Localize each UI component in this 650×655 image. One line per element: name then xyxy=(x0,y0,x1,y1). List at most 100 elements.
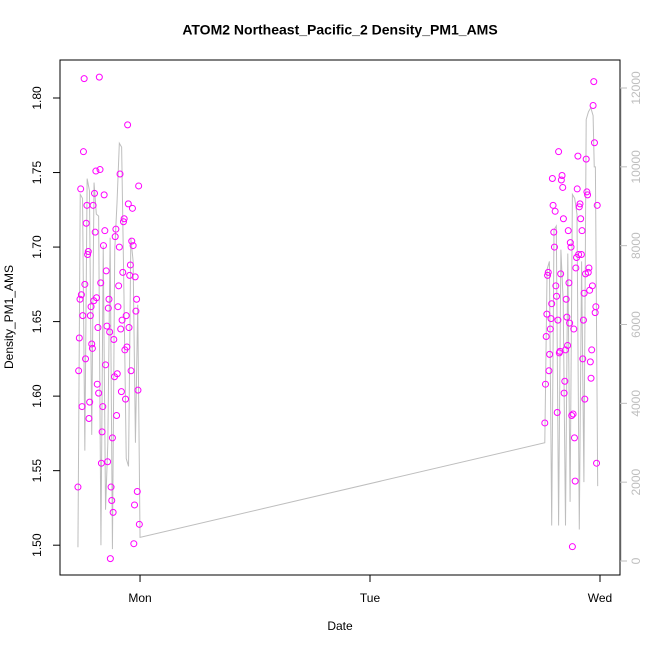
point xyxy=(86,312,94,320)
point xyxy=(542,333,550,341)
point xyxy=(116,170,124,178)
point xyxy=(106,328,114,336)
y-tick-label: 1.60 xyxy=(30,384,44,408)
y2-tick-label: 6000 xyxy=(629,311,643,338)
point xyxy=(125,324,133,332)
point xyxy=(559,183,567,191)
point xyxy=(549,201,557,209)
point xyxy=(113,370,121,378)
point xyxy=(580,289,588,297)
point xyxy=(98,428,106,436)
point xyxy=(570,434,578,442)
y-tick-label: 1.70 xyxy=(30,235,44,259)
y-tick-label: 1.55 xyxy=(30,459,44,483)
point xyxy=(110,335,118,343)
x-tick-label: Wed xyxy=(588,591,612,605)
point xyxy=(101,227,109,235)
point xyxy=(550,228,558,236)
point xyxy=(585,264,593,272)
point xyxy=(592,303,600,311)
point xyxy=(546,350,554,358)
point xyxy=(89,201,97,209)
point xyxy=(115,243,123,251)
point xyxy=(572,264,580,272)
point xyxy=(78,403,86,411)
chart-title: ATOM2 Northeast_Pacific_2 Density_PM1_AM… xyxy=(182,22,497,38)
point xyxy=(555,148,563,156)
point xyxy=(593,201,601,209)
point xyxy=(541,380,549,388)
point xyxy=(119,268,127,276)
point xyxy=(99,403,107,411)
point xyxy=(586,286,594,294)
y-tick-label: 1.50 xyxy=(30,533,44,557)
line xyxy=(77,106,599,550)
point xyxy=(588,346,596,354)
point xyxy=(129,242,137,250)
point xyxy=(579,316,587,324)
point xyxy=(590,139,598,147)
point xyxy=(570,325,578,333)
point xyxy=(104,304,112,312)
point xyxy=(77,185,85,193)
y2-tick-label: 4000 xyxy=(629,390,643,417)
point xyxy=(553,409,561,417)
point xyxy=(103,322,111,330)
point xyxy=(94,324,102,332)
point xyxy=(581,395,589,403)
y-tick-label: 1.75 xyxy=(30,161,44,185)
point xyxy=(546,325,554,333)
point xyxy=(108,496,116,504)
point xyxy=(81,280,89,288)
point xyxy=(84,251,92,259)
point xyxy=(97,459,105,467)
point xyxy=(566,319,574,327)
point xyxy=(77,291,85,299)
point xyxy=(564,227,572,235)
point xyxy=(102,267,110,275)
y2-tick-label: 8000 xyxy=(629,232,643,259)
point xyxy=(584,268,592,276)
point xyxy=(132,307,140,315)
point xyxy=(544,271,552,279)
point xyxy=(127,367,135,375)
point xyxy=(88,340,96,348)
point xyxy=(591,309,599,317)
point xyxy=(88,344,96,352)
point xyxy=(124,200,132,208)
point xyxy=(552,282,560,290)
point xyxy=(111,233,119,241)
point xyxy=(562,295,570,303)
point xyxy=(92,167,100,175)
point xyxy=(113,412,121,420)
point xyxy=(566,239,574,247)
point xyxy=(95,73,103,81)
point xyxy=(576,200,584,208)
point xyxy=(97,279,105,287)
point xyxy=(583,188,591,196)
point xyxy=(79,312,87,320)
point xyxy=(123,343,131,351)
point xyxy=(128,204,136,212)
point xyxy=(590,78,598,86)
point xyxy=(82,219,90,227)
point xyxy=(93,380,101,388)
point xyxy=(82,355,90,363)
point xyxy=(578,227,586,235)
point xyxy=(126,261,134,269)
point xyxy=(553,292,561,300)
point xyxy=(131,273,139,281)
point xyxy=(122,395,130,403)
point xyxy=(545,367,553,375)
point xyxy=(95,389,103,397)
point xyxy=(550,243,558,251)
point xyxy=(131,501,139,509)
point xyxy=(93,294,101,302)
point xyxy=(124,121,132,129)
point xyxy=(106,555,114,563)
y2-tick-label: 12000 xyxy=(629,71,643,105)
point xyxy=(557,176,565,184)
y2-tick-label: 10000 xyxy=(629,150,643,184)
point xyxy=(577,251,585,259)
